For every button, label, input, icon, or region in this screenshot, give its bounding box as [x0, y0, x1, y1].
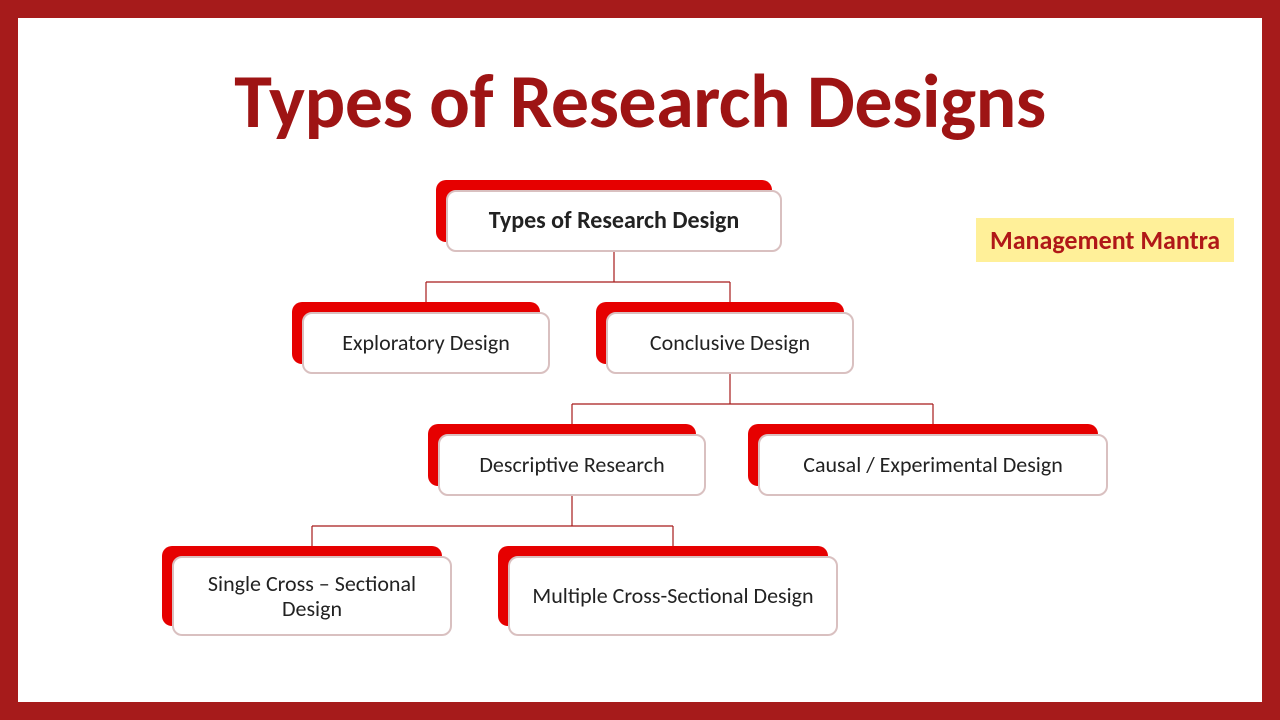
node-box: Multiple Cross-Sectional Design — [508, 556, 838, 636]
node-box: Types of Research Design — [446, 190, 782, 252]
node-box: Exploratory Design — [302, 312, 550, 374]
node-box: Descriptive Research — [438, 434, 706, 496]
outer-frame: Types of Research Designs Management Man… — [0, 0, 1280, 720]
node-box: Conclusive Design — [606, 312, 854, 374]
hierarchy-diagram: Types of Research Design Exploratory Desi… — [138, 178, 1178, 698]
page-title: Types of Research Designs — [18, 56, 1262, 148]
node-box: Single Cross – Sectional Design — [172, 556, 452, 636]
node-box: Causal / Experimental Design — [758, 434, 1108, 496]
